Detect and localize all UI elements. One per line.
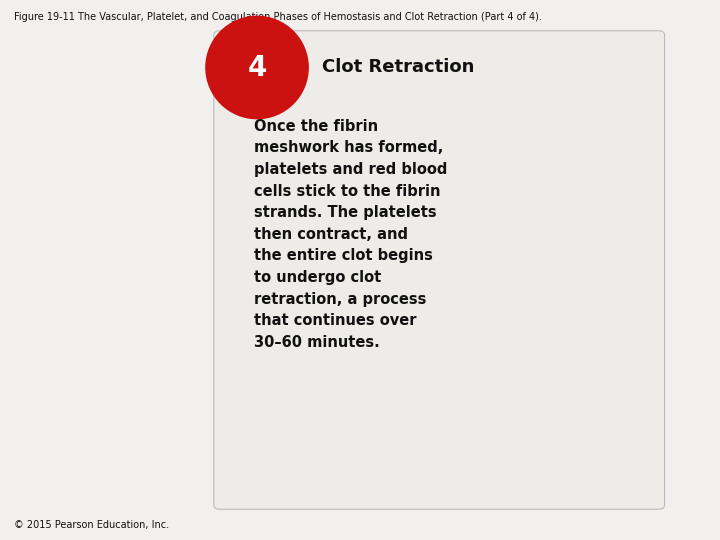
- FancyBboxPatch shape: [214, 31, 665, 509]
- Text: 4: 4: [248, 53, 266, 82]
- Text: Figure 19-11 The Vascular, Platelet, and Coagulation Phases of Hemostasis and Cl: Figure 19-11 The Vascular, Platelet, and…: [14, 12, 542, 22]
- Text: Once the fibrin
meshwork has formed,
platelets and red blood
cells stick to the : Once the fibrin meshwork has formed, pla…: [254, 119, 448, 350]
- Text: © 2015 Pearson Education, Inc.: © 2015 Pearson Education, Inc.: [14, 520, 169, 530]
- Ellipse shape: [205, 16, 309, 119]
- Text: Clot Retraction: Clot Retraction: [322, 58, 474, 77]
